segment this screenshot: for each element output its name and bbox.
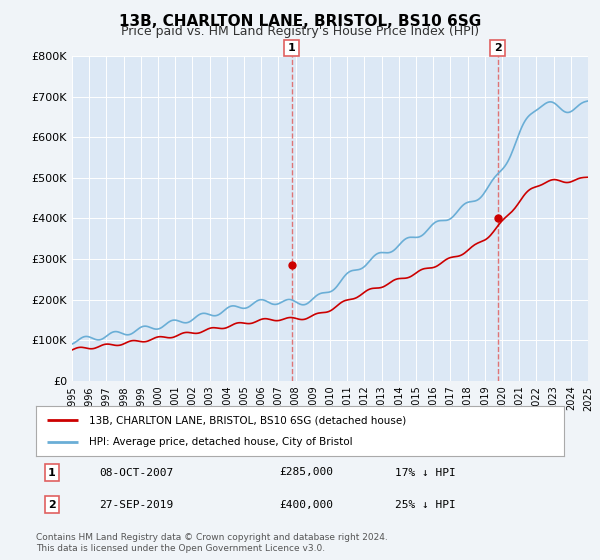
Text: 17% ↓ HPI: 17% ↓ HPI: [395, 468, 456, 478]
Text: Contains HM Land Registry data © Crown copyright and database right 2024.
This d: Contains HM Land Registry data © Crown c…: [36, 533, 388, 553]
Text: 27-SEP-2019: 27-SEP-2019: [100, 500, 173, 510]
Text: 2: 2: [48, 500, 56, 510]
Text: 1: 1: [288, 43, 296, 53]
Text: 13B, CHARLTON LANE, BRISTOL, BS10 6SG: 13B, CHARLTON LANE, BRISTOL, BS10 6SG: [119, 14, 481, 29]
Text: 2: 2: [494, 43, 502, 53]
Text: £285,000: £285,000: [279, 468, 333, 478]
Text: 1: 1: [48, 468, 56, 478]
Text: Price paid vs. HM Land Registry's House Price Index (HPI): Price paid vs. HM Land Registry's House …: [121, 25, 479, 38]
Text: £400,000: £400,000: [279, 500, 333, 510]
Text: 25% ↓ HPI: 25% ↓ HPI: [395, 500, 456, 510]
Text: 13B, CHARLTON LANE, BRISTOL, BS10 6SG (detached house): 13B, CHARLTON LANE, BRISTOL, BS10 6SG (d…: [89, 415, 406, 425]
Text: HPI: Average price, detached house, City of Bristol: HPI: Average price, detached house, City…: [89, 437, 352, 447]
Text: 08-OCT-2007: 08-OCT-2007: [100, 468, 173, 478]
